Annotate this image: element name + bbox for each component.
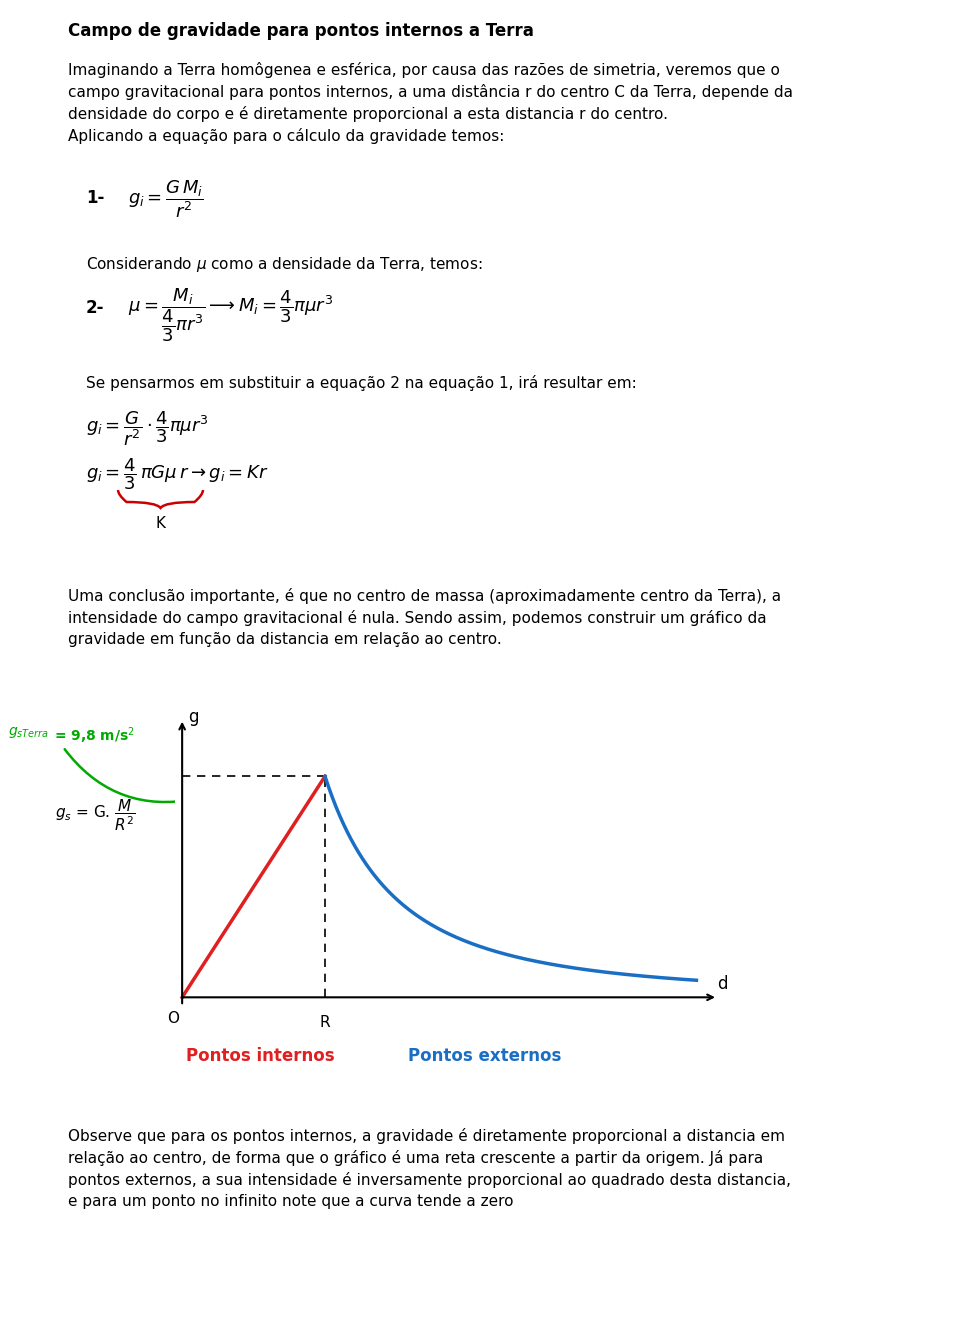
Text: e para um ponto no infinito note que a curva tende a zero: e para um ponto no infinito note que a c… [68,1194,514,1209]
Text: $\mu = \dfrac{M_i}{\dfrac{4}{3}\pi r^3} \longrightarrow M_i = \dfrac{4}{3}\pi\mu: $\mu = \dfrac{M_i}{\dfrac{4}{3}\pi r^3} … [128,287,333,343]
Text: K: K [156,517,165,531]
Text: 1-: 1- [86,189,105,207]
Text: $g_s$ = G. $\dfrac{M}{R^2}$: $g_s$ = G. $\dfrac{M}{R^2}$ [55,798,135,834]
Text: Pontos internos: Pontos internos [185,1048,334,1065]
Text: Campo de gravidade para pontos internos a Terra: Campo de gravidade para pontos internos … [68,22,534,40]
Text: g: g [188,708,199,725]
Text: Imaginando a Terra homôgenea e esférica, por causa das razões de simetria, verem: Imaginando a Terra homôgenea e esférica,… [68,62,780,78]
Text: 2-: 2- [86,299,105,317]
Text: pontos externos, a sua intensidade é inversamente proporcional ao quadrado desta: pontos externos, a sua intensidade é inv… [68,1172,791,1188]
Text: = 9,8 m/s$^2$: = 9,8 m/s$^2$ [54,725,135,745]
Text: Se pensarmos em substituir a equação 2 na equação 1, irá resultar em:: Se pensarmos em substituir a equação 2 n… [86,375,636,391]
Text: Uma conclusão importante, é que no centro de massa (aproximadamente centro da Te: Uma conclusão importante, é que no centr… [68,588,781,604]
Text: O: O [168,1011,180,1025]
Text: campo gravitacional para pontos internos, a uma distância r do centro C da Terra: campo gravitacional para pontos internos… [68,85,793,100]
Text: gravidade em função da distancia em relação ao centro.: gravidade em função da distancia em rela… [68,631,502,647]
Text: $g_i = \dfrac{4}{3}\,\pi G\mu\, r \rightarrow g_i = Kr$: $g_i = \dfrac{4}{3}\,\pi G\mu\, r \right… [86,456,269,491]
Text: $g_i = \dfrac{G}{r^2}\cdot\dfrac{4}{3}\pi\mu r^3$: $g_i = \dfrac{G}{r^2}\cdot\dfrac{4}{3}\p… [86,410,208,448]
Text: Observe que para os pontos internos, a gravidade é diretamente proporcional a di: Observe que para os pontos internos, a g… [68,1128,785,1144]
Text: $g_i = \dfrac{G\,M_i}{r^2}$: $g_i = \dfrac{G\,M_i}{r^2}$ [128,178,204,219]
Text: Pontos externos: Pontos externos [408,1048,562,1065]
Text: $g_{sTerra}$: $g_{sTerra}$ [8,725,49,740]
Text: relação ao centro, de forma que o gráfico é uma reta crescente a partir da orige: relação ao centro, de forma que o gráfic… [68,1151,763,1166]
Text: Considerando $\mu$ como a densidade da Terra, temos:: Considerando $\mu$ como a densidade da T… [86,255,482,273]
Text: intensidade do campo gravitacional é nula. Sendo assim, podemos construir um grá: intensidade do campo gravitacional é nul… [68,610,767,626]
Text: R: R [320,1015,330,1030]
Text: Aplicando a equação para o cálculo da gravidade temos:: Aplicando a equação para o cálculo da gr… [68,128,504,144]
Text: densidade do corpo e é diretamente proporcional a esta distancia r do centro.: densidade do corpo e é diretamente propo… [68,106,668,122]
Text: d: d [717,975,728,993]
